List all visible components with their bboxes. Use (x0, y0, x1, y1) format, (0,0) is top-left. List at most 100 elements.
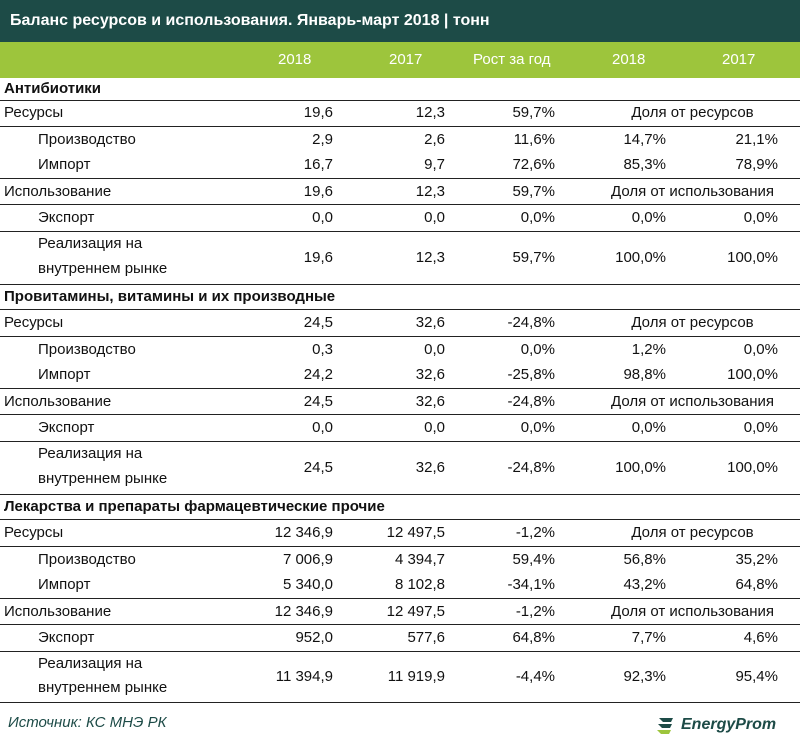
energyprom-logo-icon (657, 718, 673, 734)
table-row: Экспорт 952,0 577,6 64,8% 7,7% 4,6% (0, 625, 800, 652)
growth-value: 59,7% (512, 104, 555, 121)
share-2018: 100,0% (615, 249, 666, 266)
value-2018: 19,6 (303, 104, 333, 121)
row-label: Производство (38, 131, 136, 148)
growth-value: 59,7% (512, 183, 555, 200)
share-2017: 35,2% (735, 551, 778, 568)
row-label: Ресурсы (4, 524, 64, 541)
col-header-2018: 2018 (278, 51, 312, 68)
table-row: Производство 7 006,9 4 394,7 59,4% 56,8%… (0, 547, 800, 573)
row-label: Ресурсы (4, 314, 64, 331)
value-2017: 0,0 (424, 419, 445, 436)
growth-value: 0,0% (520, 341, 555, 358)
column-header-row: 2018 2017 Рост за год 2018 2017 (0, 42, 800, 78)
share-2018: 0,0% (631, 419, 666, 436)
value-2017: 12,3 (415, 249, 445, 266)
value-2017: 32,6 (415, 314, 445, 331)
growth-value: -4,4% (515, 668, 555, 685)
table-row: Импорт 24,2 32,6 -25,8% 98,8% 100,0% (0, 363, 800, 389)
share-2018: 0,0% (631, 209, 666, 226)
value-2018: 0,0 (312, 419, 333, 436)
value-2017: 0,0 (424, 341, 445, 358)
row-label-line2: внутреннем рынке (38, 679, 168, 696)
share-2017: 0,0% (743, 209, 778, 226)
table-row: Ресурсы 19,6 12,3 59,7% Доля от ресурсов (0, 100, 800, 127)
share-label: Доля от ресурсов (631, 104, 754, 121)
share-label: Доля от использования (611, 183, 774, 200)
value-2018: 0,0 (312, 209, 333, 226)
share-2017: 4,6% (743, 629, 778, 646)
brand-logo: EnergyProm (655, 710, 776, 740)
table-row: Производство 2,9 2,6 11,6% 14,7% 21,1% (0, 127, 800, 153)
value-2017: 9,7 (424, 156, 445, 173)
share-2017: 100,0% (727, 366, 778, 383)
value-2018: 24,2 (303, 366, 333, 383)
share-2017: 100,0% (727, 459, 778, 476)
value-2018: 19,6 (303, 183, 333, 200)
section-header: Антибиотики (0, 78, 800, 101)
table-row: Реализация на внутреннем рынке 11 394,9 … (0, 652, 800, 703)
value-2017: 12 497,5 (386, 603, 445, 620)
row-label: Использование (4, 183, 112, 200)
value-2017: 0,0 (424, 209, 445, 226)
growth-value: 0,0% (520, 209, 555, 226)
row-label-line2: внутреннем рынке (38, 260, 168, 277)
value-2017: 12,3 (415, 104, 445, 121)
value-2018: 952,0 (295, 629, 333, 646)
value-2017: 577,6 (407, 629, 445, 646)
share-label: Доля от ресурсов (631, 524, 754, 541)
value-2017: 32,6 (415, 393, 445, 410)
value-2018: 24,5 (303, 314, 333, 331)
section-header: Провитамины, витамины и их производные (0, 285, 800, 310)
row-label-line1: Реализация на (38, 655, 143, 672)
share-2018: 98,8% (623, 366, 666, 383)
table-row: Импорт 5 340,0 8 102,8 -34,1% 43,2% 64,8… (0, 573, 800, 599)
value-2018: 12 346,9 (274, 524, 333, 541)
growth-value: 64,8% (512, 629, 555, 646)
row-label: Импорт (38, 576, 91, 593)
row-label: Производство (38, 551, 136, 568)
value-2018: 0,3 (312, 341, 333, 358)
row-label: Ресурсы (4, 104, 64, 121)
row-label-line2: внутреннем рынке (38, 470, 168, 487)
share-2017: 0,0% (743, 341, 778, 358)
value-2018: 11 394,9 (275, 668, 333, 685)
section-title: Провитамины, витамины и их производные (4, 288, 336, 305)
value-2017: 8 102,8 (394, 576, 445, 593)
growth-value: -1,2% (515, 524, 555, 541)
section-title: Антибиотики (4, 80, 102, 97)
share-2018: 7,7% (631, 629, 666, 646)
table-row: Импорт 16,7 9,7 72,6% 85,3% 78,9% (0, 153, 800, 179)
value-2017: 32,6 (415, 366, 445, 383)
table-row: Использование 12 346,9 12 497,5 -1,2% До… (0, 599, 800, 625)
growth-value: 59,7% (512, 249, 555, 266)
share-label: Доля от ресурсов (631, 314, 754, 331)
share-2018: 56,8% (623, 551, 666, 568)
share-label: Доля от использования (611, 603, 774, 620)
value-2018: 7 006,9 (282, 551, 333, 568)
share-2017: 0,0% (743, 419, 778, 436)
value-2017: 2,6 (424, 131, 445, 148)
row-label-line1: Реализация на (38, 235, 143, 252)
source-note: Источник: КС МНЭ РК (8, 714, 167, 731)
col-header-2017: 2017 (389, 51, 423, 68)
share-2018: 1,2% (631, 341, 666, 358)
col-header-share-2018: 2018 (612, 51, 646, 68)
value-2018: 2,9 (312, 131, 333, 148)
value-2017: 12,3 (415, 183, 445, 200)
share-2018: 43,2% (623, 576, 666, 593)
value-2018: 24,5 (303, 393, 333, 410)
value-2018: 19,6 (303, 249, 333, 266)
row-label-line1: Реализация на (38, 445, 143, 462)
value-2018: 5 340,0 (282, 576, 333, 593)
value-2017: 32,6 (415, 459, 445, 476)
table-row: Ресурсы 24,5 32,6 -24,8% Доля от ресурсо… (0, 310, 800, 337)
share-2017: 78,9% (735, 156, 778, 173)
row-label: Экспорт (38, 419, 95, 436)
growth-value: 11,6% (513, 131, 555, 148)
table-row: Использование 24,5 32,6 -24,8% Доля от и… (0, 389, 800, 415)
row-label: Экспорт (38, 629, 95, 646)
value-2018: 16,7 (303, 156, 333, 173)
value-2017: 4 394,7 (394, 551, 445, 568)
growth-value: -34,1% (507, 576, 555, 593)
